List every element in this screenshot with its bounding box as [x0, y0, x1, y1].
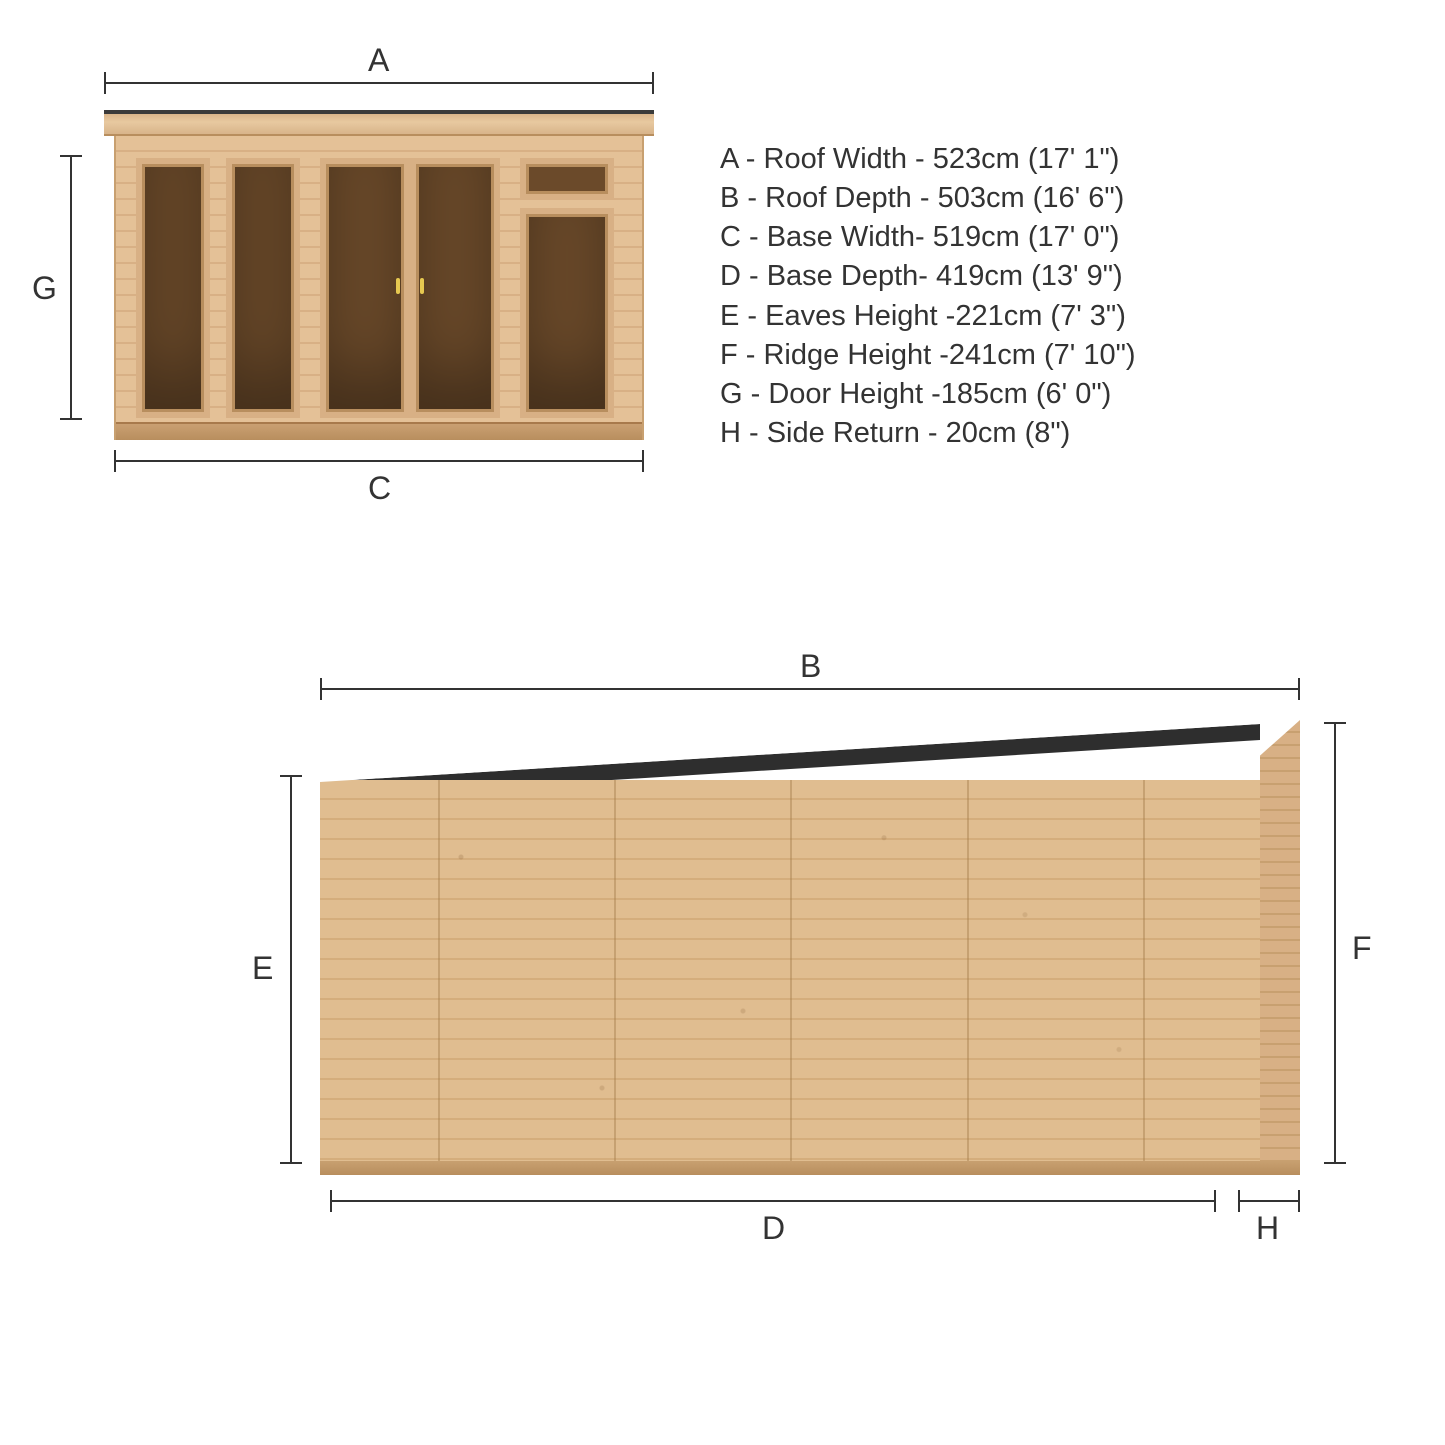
- legend-row: F - Ridge Height -241cm (7' 10"): [720, 336, 1136, 375]
- front-roof: [104, 110, 654, 136]
- legend-row: H - Side Return - 20cm (8"): [720, 414, 1136, 453]
- dim-cap: [60, 418, 82, 420]
- front-window-right: [520, 208, 614, 418]
- side-base: [320, 1161, 1300, 1175]
- legend-row: A - Roof Width - 523cm (17' 1"): [720, 140, 1136, 179]
- front-doors: [320, 158, 500, 418]
- front-door-right: [410, 158, 500, 418]
- dim-line-f: [1334, 722, 1336, 1164]
- front-window-1: [136, 158, 210, 418]
- legend-row: G - Door Height -185cm (6' 0"): [720, 375, 1136, 414]
- cabin-front-view: [110, 110, 648, 440]
- dim-line-c: [114, 460, 644, 462]
- dim-cap: [60, 155, 82, 157]
- dim-cap: [280, 1162, 302, 1164]
- dim-label-a: A: [368, 42, 389, 79]
- dim-label-h: H: [1256, 1210, 1279, 1247]
- front-door-left: [320, 158, 410, 418]
- dim-cap: [1298, 678, 1300, 700]
- legend-row: E - Eaves Height -221cm (7' 3"): [720, 297, 1136, 336]
- dim-line-g: [70, 155, 72, 420]
- side-plank-sep: [614, 780, 616, 1165]
- side-plank-sep: [438, 780, 440, 1165]
- dim-line-d: [330, 1200, 1216, 1202]
- dim-cap: [104, 72, 106, 94]
- front-floor: [116, 422, 642, 440]
- dim-label-g: G: [32, 270, 57, 307]
- dim-line-a: [104, 82, 654, 84]
- door-handle-icon: [420, 278, 424, 294]
- front-window-2: [226, 158, 300, 418]
- front-body: [114, 136, 644, 440]
- dim-label-e: E: [252, 950, 273, 987]
- dim-cap: [1324, 1162, 1346, 1164]
- dim-label-b: B: [800, 648, 821, 685]
- dim-label-d: D: [762, 1210, 785, 1247]
- cabin-side-view: [320, 720, 1300, 1175]
- dimensions-legend: A - Roof Width - 523cm (17' 1") B - Roof…: [720, 140, 1136, 453]
- dim-cap: [330, 1190, 332, 1212]
- dim-label-c: C: [368, 470, 391, 507]
- side-roof-mask: [320, 720, 1300, 800]
- dim-line-h: [1238, 1200, 1300, 1202]
- dim-cap: [320, 678, 322, 700]
- side-plank-sep: [790, 780, 792, 1165]
- dim-line-e: [290, 775, 292, 1164]
- door-handle-icon: [396, 278, 400, 294]
- legend-row: D - Base Depth- 419cm (13' 9"): [720, 257, 1136, 296]
- dim-cap: [114, 450, 116, 472]
- dim-cap: [280, 775, 302, 777]
- dim-label-f: F: [1352, 930, 1372, 967]
- dim-cap: [642, 450, 644, 472]
- side-return-panel: [1260, 720, 1300, 1165]
- dim-cap: [1324, 722, 1346, 724]
- side-plank-sep: [1143, 780, 1145, 1165]
- dim-cap: [1238, 1190, 1240, 1212]
- legend-row: B - Roof Depth - 503cm (16' 6"): [720, 179, 1136, 218]
- legend-row: C - Base Width- 519cm (17' 0"): [720, 218, 1136, 257]
- dim-cap: [652, 72, 654, 94]
- dim-line-b: [320, 688, 1300, 690]
- side-plank-sep: [967, 780, 969, 1165]
- dim-cap: [1214, 1190, 1216, 1212]
- dim-cap: [1298, 1190, 1300, 1212]
- front-window-top-right: [520, 158, 614, 200]
